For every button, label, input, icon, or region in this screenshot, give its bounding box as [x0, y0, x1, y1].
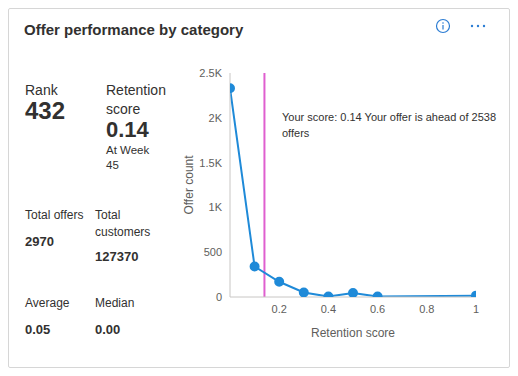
- html-text:Average: Average: [25, 296, 70, 310]
- svg-text:2.5K: 2.5K: [199, 67, 222, 79]
- svg-text:1.5K: 1.5K: [199, 157, 222, 169]
- html-text:2970: 2970: [25, 234, 54, 249]
- html-text:Median: Median: [95, 296, 135, 310]
- svg-text:0.4: 0.4: [321, 303, 336, 315]
- svg-text:Retention score: Retention score: [311, 326, 395, 340]
- svg-text:0.2: 0.2: [272, 303, 287, 315]
- html-text:Total customers: Total customers: [95, 208, 151, 239]
- html-text:Offer count: Offer count: [182, 155, 196, 215]
- svg-text:500: 500: [204, 246, 222, 258]
- svg-text:2K: 2K: [209, 112, 223, 124]
- svg-text:0.8: 0.8: [419, 303, 434, 315]
- svg-text:1K: 1K: [209, 201, 223, 213]
- html-text:0.05: 0.05: [25, 322, 51, 337]
- svg-text:0.6: 0.6: [370, 303, 385, 315]
- html-text:Your score: 0.14 Your offer is: Your score: 0.14 Your offer is ahead of …: [282, 111, 497, 139]
- html-text:0.00: 0.00: [95, 322, 121, 337]
- html-text:Total offers: Total offers: [25, 208, 84, 222]
- svg-text:1: 1: [473, 303, 479, 315]
- html-text:Rank: Rank: [25, 82, 58, 98]
- html-text:432: 432: [25, 97, 65, 124]
- html-text:Offer performance by category: Offer performance by category: [24, 21, 244, 38]
- html-text:Retention score: Retention score: [106, 82, 166, 117]
- html-text:0.14: 0.14: [106, 117, 149, 142]
- html-text:At Week 45: At Week 45: [106, 144, 150, 171]
- html-text:127370: 127370: [95, 249, 139, 264]
- svg-text:0: 0: [216, 291, 222, 303]
